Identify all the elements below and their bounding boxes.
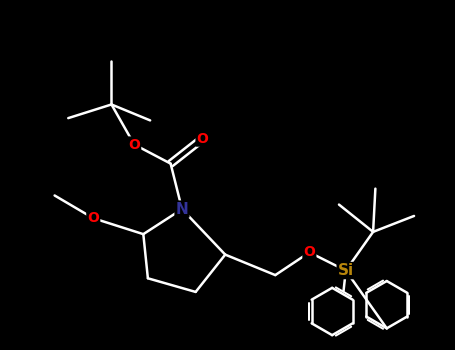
Text: O: O — [128, 138, 140, 152]
Text: O: O — [197, 132, 208, 146]
Text: O: O — [303, 245, 315, 259]
Text: Si: Si — [338, 263, 354, 278]
Text: N: N — [176, 202, 188, 217]
Text: O: O — [87, 211, 99, 225]
